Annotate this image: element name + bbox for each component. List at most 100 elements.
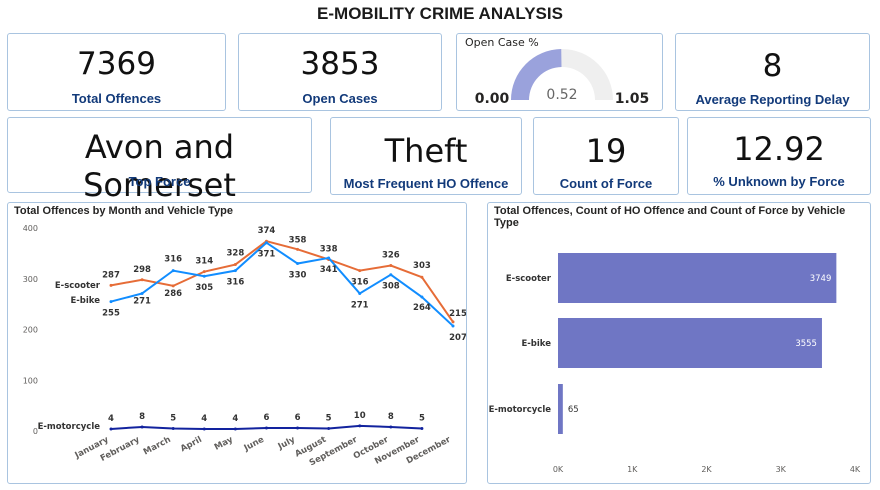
data-label: 3555 — [795, 339, 817, 349]
data-label: 264 — [413, 303, 431, 313]
x-tick-label: April — [179, 435, 204, 455]
frequent-offence-value: Theft — [384, 132, 468, 170]
data-point — [327, 426, 331, 430]
avg-delay-label: Average Reporting Delay — [695, 92, 850, 107]
data-point — [202, 427, 206, 431]
line-chart-title: Total Offences by Month and Vehicle Type — [14, 205, 234, 217]
data-label: 4 — [108, 414, 114, 424]
unknown-force-label: % Unknown by Force — [713, 174, 845, 189]
dashboard-title: E-MOBILITY CRIME ANALYSIS — [317, 4, 563, 23]
series-name-label: E-motorcycle — [38, 422, 101, 432]
bar-chart-title: Total Offences, Count of HO Offence and … — [494, 205, 846, 229]
data-label: 330 — [289, 271, 307, 281]
top-force-card[interactable]: Avon and Somerset Top Force — [7, 117, 312, 204]
frequent-offence-card[interactable]: Theft Most Frequent HO Offence — [330, 117, 522, 195]
data-label: 8 — [139, 412, 145, 422]
data-point — [109, 427, 113, 431]
x-tick-label: June — [242, 435, 266, 454]
count-force-card[interactable]: 19 Count of Force — [533, 117, 679, 195]
data-point — [233, 427, 237, 431]
data-label: 303 — [413, 261, 431, 271]
open-case-gauge: 0.00 1.05 0.52 — [475, 49, 649, 107]
data-point — [420, 295, 424, 299]
series-line — [110, 240, 454, 323]
data-point — [296, 247, 300, 251]
data-point — [171, 269, 175, 273]
data-point — [264, 426, 268, 430]
data-label: 308 — [382, 282, 400, 292]
data-label: 6 — [295, 413, 301, 423]
top-force-value: Avon and Somerset — [83, 128, 236, 204]
data-label: 358 — [289, 235, 307, 245]
count-force-value: 19 — [585, 132, 627, 170]
data-label: 287 — [102, 270, 120, 280]
data-point — [140, 425, 144, 429]
data-point — [109, 283, 113, 287]
data-point — [140, 278, 144, 282]
x-tick-label: May — [213, 435, 235, 453]
gauge-value-label: 0.52 — [546, 87, 577, 103]
total-offences-value: 7369 — [77, 46, 156, 82]
data-label: 316 — [164, 255, 182, 265]
unknown-force-card[interactable]: 12.92 % Unknown by Force — [687, 117, 871, 195]
data-point — [233, 263, 237, 267]
category-label: E-scooter — [506, 274, 552, 284]
data-point — [233, 269, 237, 273]
data-point — [202, 270, 206, 274]
y-tick-label: 100 — [23, 376, 38, 385]
data-label: 298 — [133, 265, 151, 275]
total-offences-card[interactable]: 7369 Total Offences — [7, 33, 226, 111]
bar-chart-panel[interactable]: Total Offences, Count of HO Offence and … — [487, 202, 871, 484]
data-label: 5 — [326, 413, 332, 423]
data-point — [140, 291, 144, 295]
x-tick-label: 2K — [701, 465, 712, 474]
x-tick-label: 0K — [553, 465, 564, 474]
data-label: 215 — [449, 309, 466, 319]
data-point — [109, 300, 113, 304]
y-tick-label: 0 — [33, 427, 38, 436]
category-label: E-motorcycle — [489, 405, 552, 415]
gauge-fill — [511, 49, 562, 100]
data-label: 316 — [226, 278, 244, 288]
data-point — [389, 425, 393, 429]
avg-delay-value: 8 — [762, 48, 783, 84]
data-point — [327, 256, 331, 260]
data-label: 207 — [449, 333, 466, 343]
gauge-min-label: 0.00 — [475, 91, 510, 107]
data-label: 314 — [195, 257, 213, 267]
series-line — [110, 241, 454, 327]
series-name-label: E-scooter — [55, 281, 101, 291]
data-label: 255 — [102, 309, 120, 319]
x-tick-label: March — [142, 435, 173, 458]
data-point — [358, 269, 362, 273]
data-point — [171, 426, 175, 430]
data-label: 328 — [226, 249, 244, 259]
open-case-pct-card[interactable]: Open Case % 0.00 1.05 0.52 — [456, 33, 663, 111]
data-label: 271 — [351, 300, 369, 310]
data-label: 4 — [201, 414, 207, 424]
data-label: 8 — [388, 412, 394, 422]
data-label: 65 — [568, 405, 579, 415]
data-label: 5 — [170, 413, 176, 423]
data-label: 271 — [133, 296, 151, 306]
data-label: 316 — [351, 278, 369, 288]
line-chart-panel[interactable]: Total Offences by Month and Vehicle Type… — [7, 202, 467, 484]
open-cases-label: Open Cases — [302, 91, 378, 106]
open-cases-card[interactable]: 3853 Open Cases — [238, 33, 442, 111]
avg-delay-card[interactable]: 8 Average Reporting Delay — [675, 33, 870, 111]
data-point — [202, 274, 206, 278]
data-label: 338 — [320, 244, 338, 254]
data-label: 10 — [354, 411, 366, 421]
data-point — [264, 241, 268, 245]
x-tick-label: 1K — [627, 465, 638, 474]
data-label: 341 — [320, 265, 338, 275]
data-label: 4 — [232, 414, 238, 424]
category-label: E-bike — [521, 339, 551, 349]
data-label: 371 — [258, 250, 276, 260]
open-cases-value: 3853 — [300, 46, 380, 82]
data-point — [171, 284, 175, 288]
data-point — [389, 264, 393, 268]
y-tick-label: 300 — [23, 275, 38, 284]
data-point — [451, 324, 455, 328]
count-force-label: Count of Force — [559, 176, 653, 191]
